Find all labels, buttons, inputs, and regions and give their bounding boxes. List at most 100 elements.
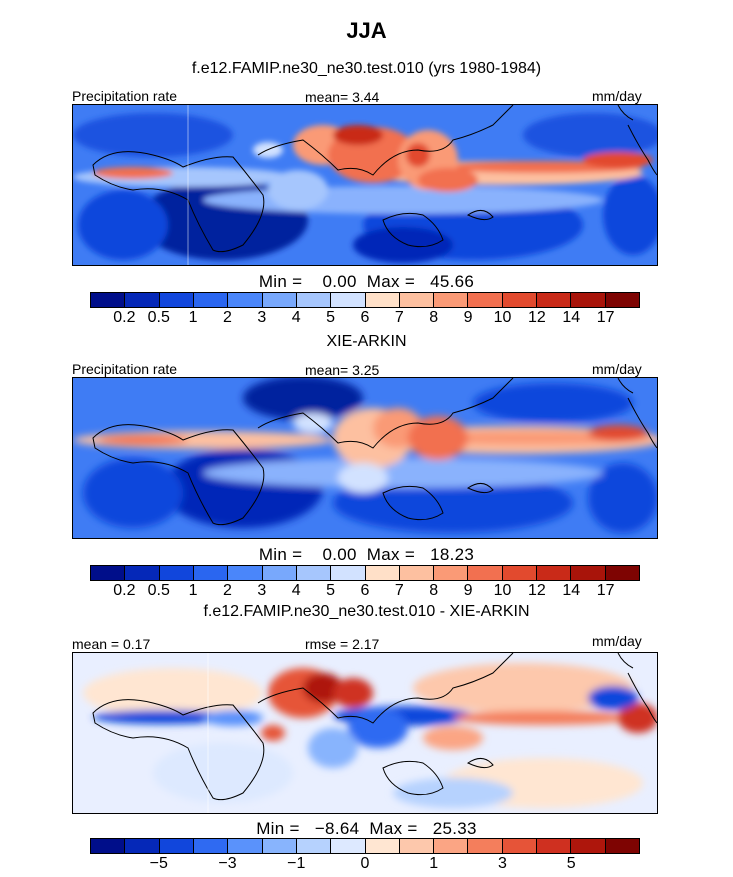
panel2-colorbar-ticks: 0.2 0.5 1 2 3 4 5 6 7 8 9 10 12 14 17 <box>90 582 640 602</box>
colorbar-tick-label: 0.2 <box>113 582 136 599</box>
colorbar-tick-label: 5 <box>326 309 336 326</box>
colorbar-swatch <box>399 839 435 853</box>
colorbar-tick-label: 3 <box>257 309 267 326</box>
colorbar-swatch <box>91 566 126 580</box>
colorbar-tick-label: 4 <box>291 309 301 326</box>
colorbar-swatch <box>91 293 126 307</box>
colorbar-swatch <box>365 839 400 853</box>
colorbar-swatch <box>331 293 366 307</box>
colorbar-tick-label: 2 <box>223 309 232 326</box>
colorbar-swatch <box>331 566 366 580</box>
colorbar-swatch <box>434 293 469 307</box>
colorbar-tick-label: −5 <box>149 855 168 872</box>
colorbar-swatch <box>502 839 538 853</box>
colorbar-swatch <box>125 839 160 853</box>
panel1-mean: mean= 3.44 <box>305 89 380 105</box>
colorbar-swatch <box>331 839 366 853</box>
colorbar-tick-label: 2 <box>223 582 232 599</box>
colorbar-tick-label: 3 <box>498 855 507 872</box>
colorbar-tick-label: 7 <box>394 309 404 326</box>
colorbar-swatch <box>434 566 469 580</box>
panel1-colorbar-ticks: 0.2 0.5 1 2 3 4 5 6 7 8 9 10 12 14 17 <box>90 309 640 329</box>
colorbar-swatch <box>365 566 400 580</box>
colorbar-tick-label: 4 <box>291 582 301 599</box>
colorbar-swatch <box>502 293 538 307</box>
colorbar-tick-label: 8 <box>429 582 439 599</box>
colorbar-swatch <box>502 566 538 580</box>
colorbar-swatch <box>228 839 263 853</box>
colorbar-tick-label: 5 <box>566 855 576 872</box>
colorbar-swatch <box>296 839 332 853</box>
colorbar-tick-label: 10 <box>493 309 512 326</box>
panel2-units: mm/day <box>592 361 642 377</box>
colorbar-tick-label: −3 <box>218 855 237 872</box>
colorbar-swatch <box>537 566 572 580</box>
colorbar-tick-label: 5 <box>326 582 336 599</box>
colorbar-swatch <box>193 566 229 580</box>
colorbar-swatch <box>159 566 194 580</box>
colorbar-tick-label: 1 <box>188 309 198 326</box>
colorbar-swatch <box>399 293 435 307</box>
colorbar-swatch <box>296 293 332 307</box>
panel3-rmse: rmse = 2.17 <box>305 636 380 652</box>
colorbar-swatch <box>228 293 263 307</box>
colorbar-tick-label: 0 <box>360 855 370 872</box>
colorbar-tick-label: 10 <box>493 582 512 599</box>
panel1-minmax: Min = 0.00 Max = 45.66 <box>258 272 475 291</box>
colorbar-tick-label: −1 <box>287 855 306 872</box>
colorbar-tick-label: 12 <box>527 582 546 599</box>
colorbar-tick-label: 0.2 <box>113 309 136 326</box>
colorbar-swatch <box>537 839 572 853</box>
colorbar-swatch <box>468 293 503 307</box>
panel1-heading: f.e12.FAMIP.ne30_ne30.test.010 (yrs 1980… <box>191 60 542 77</box>
colorbar-swatch <box>468 839 503 853</box>
panel3-mean: mean = 0.17 <box>72 636 151 652</box>
colorbar-swatch <box>571 839 606 853</box>
panel1-map <box>72 104 658 266</box>
colorbar-tick-label: 9 <box>463 309 473 326</box>
panel1-colorbar <box>90 292 640 308</box>
colorbar-swatch <box>296 566 332 580</box>
colorbar-tick-label: 6 <box>360 309 370 326</box>
colorbar-swatch <box>228 566 263 580</box>
colorbar-tick-label: 7 <box>394 582 404 599</box>
colorbar-tick-label: 1 <box>188 582 198 599</box>
panel3-map <box>72 652 658 814</box>
colorbar-tick-label: 14 <box>562 309 581 326</box>
colorbar-swatch <box>468 566 503 580</box>
colorbar-swatch <box>159 293 194 307</box>
colorbar-swatch <box>125 293 160 307</box>
colorbar-swatch <box>605 293 639 307</box>
colorbar-tick-label: 14 <box>562 582 581 599</box>
panel2-variable-label: Precipitation rate <box>72 361 178 377</box>
colorbar-tick-label: 1 <box>429 855 439 872</box>
colorbar-tick-label: 17 <box>596 309 615 326</box>
colorbar-swatch <box>365 293 400 307</box>
colorbar-swatch <box>262 839 297 853</box>
colorbar-tick-label: 3 <box>257 582 267 599</box>
panel3-colorbar <box>90 838 640 854</box>
panel2-mean: mean= 3.25 <box>305 362 380 378</box>
colorbar-swatch <box>605 839 639 853</box>
colorbar-swatch <box>262 293 297 307</box>
colorbar-swatch <box>605 566 639 580</box>
colorbar-swatch <box>125 566 160 580</box>
colorbar-tick-label: 0.5 <box>147 582 170 599</box>
colorbar-swatch <box>571 293 606 307</box>
panel3-units: mm/day <box>592 633 642 649</box>
colorbar-swatch <box>159 839 194 853</box>
colorbar-tick-label: 9 <box>463 582 473 599</box>
colorbar-swatch <box>193 839 229 853</box>
colorbar-tick-label: 8 <box>429 309 439 326</box>
colorbar-tick-label: 6 <box>360 582 370 599</box>
panel3-heading: f.e12.FAMIP.ne30_ne30.test.010 - XIE-ARK… <box>203 603 530 620</box>
colorbar-swatch <box>262 566 297 580</box>
colorbar-tick-label: 12 <box>527 309 546 326</box>
panel2-heading: XIE-ARKIN <box>326 333 407 350</box>
colorbar-tick-label: 0.5 <box>147 309 170 326</box>
colorbar-swatch <box>399 566 435 580</box>
colorbar-swatch <box>193 293 229 307</box>
panel1-variable-label: Precipitation rate <box>72 88 178 104</box>
panel1-units: mm/day <box>592 88 642 104</box>
panel3-minmax: Min = −8.64 Max = 25.33 <box>256 819 477 838</box>
